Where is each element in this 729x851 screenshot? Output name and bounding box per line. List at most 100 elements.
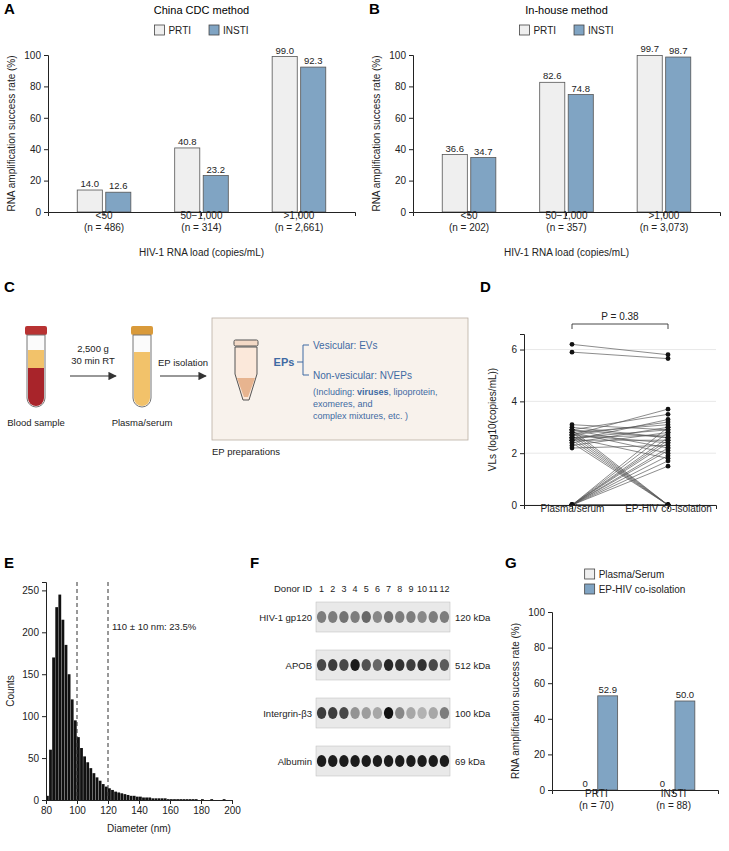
y-tick: 60 [30, 113, 48, 124]
y-axis-title: Counts [5, 675, 16, 707]
y-tick-mark [44, 149, 48, 150]
pair-line [572, 422, 668, 435]
tube-body [133, 335, 151, 407]
blot-band [362, 755, 371, 767]
legend-swatch [209, 25, 219, 35]
histogram-bar [86, 762, 89, 800]
point [666, 407, 671, 412]
y-tick-label: 100 [389, 50, 406, 61]
y-tick-label: 80 [534, 642, 546, 653]
histogram-bar [148, 797, 151, 800]
y-tick-mark [548, 719, 552, 720]
y-tick: 80 [30, 81, 48, 92]
blot-band [406, 755, 415, 767]
bar [540, 82, 565, 212]
pair-line [572, 456, 668, 505]
donor-id: 11 [429, 584, 438, 594]
annotation: P = 0.38 [601, 311, 639, 322]
figure: AChina CDC methodPRTIINSTI14.040.899.012… [0, 0, 729, 851]
y-tick-mark [548, 648, 552, 649]
y-tick-label: 250 [22, 585, 39, 596]
y-tick: 80 [534, 642, 552, 653]
y-axis-line [548, 613, 553, 791]
y-axis: 0246 [511, 335, 524, 511]
y-tick: 40 [534, 714, 552, 725]
legend-item: INSTI [574, 25, 614, 36]
histogram-bar [173, 799, 176, 800]
x-tick: 50−1,000(n = 357) [546, 210, 588, 233]
histogram-bar [139, 797, 142, 800]
data-label: 36.6 [446, 143, 465, 154]
blot-band [350, 659, 359, 671]
blot-band [362, 659, 371, 671]
donor-id: 4 [353, 584, 358, 594]
y-tick: 200 [22, 627, 46, 638]
y-tick-label: 40 [534, 714, 546, 725]
legend-item: EP-HIV co-isolation [585, 584, 686, 595]
y-axis-line [520, 335, 525, 506]
y-axis: 020406080100 [24, 50, 48, 218]
point [666, 435, 671, 440]
blot-band [429, 659, 438, 671]
x-tick: <50(n = 486) [84, 210, 124, 233]
x-tick: >1,000(n = 2,661) [275, 210, 324, 233]
y-tick-mark [520, 401, 524, 402]
category-detail-part: exomeres, and [313, 399, 373, 409]
histogram-bar [213, 800, 216, 801]
data-label: 50.0 [676, 689, 695, 700]
size-label: 512 kDa [455, 660, 491, 671]
blot-band [373, 611, 382, 623]
data-label: 12.6 [109, 180, 128, 191]
y-tick-label: 60 [30, 113, 42, 124]
x-tick: 120 [100, 800, 117, 816]
y-tick-mark [42, 758, 46, 759]
blot-band [328, 755, 337, 767]
category-detail-part: complex mixtures, etc. ) [313, 411, 408, 421]
y-tick-mark [42, 590, 46, 591]
blot-band [417, 755, 426, 767]
arrow [160, 375, 206, 376]
histogram-bar [201, 799, 204, 800]
histogram-bar [223, 799, 226, 800]
y-axis-title: RNA amplification success rate (%) [6, 55, 17, 211]
blot-band [384, 707, 393, 719]
category-item: Non-vesicular: NVEPs [313, 370, 412, 381]
y-tick: 50 [28, 753, 46, 764]
y-tick-label: 0 [511, 500, 517, 511]
y-tick-label: 0 [35, 207, 41, 218]
y-tick-mark [409, 118, 413, 119]
blot-band [417, 611, 426, 623]
y-tick: 100 [528, 607, 552, 618]
data-label: 14.0 [81, 178, 100, 189]
pair-line [572, 344, 668, 354]
x-tick-label-line: EP-HIV co-isolation [625, 503, 712, 514]
y-tick-label: 60 [395, 113, 407, 124]
blot-band [362, 707, 371, 719]
x-tick-label-line: Plasma/serum [541, 503, 605, 514]
blot-band [350, 755, 359, 767]
blot-band [384, 659, 393, 671]
y-tick-label: 0 [400, 207, 406, 218]
y-tick: 4 [511, 396, 524, 407]
x-tick-label-line: (n = 486) [84, 222, 124, 233]
y-tick: 0 [35, 207, 48, 218]
blot-band [328, 707, 337, 719]
x-tick-label-line: <50 [461, 210, 478, 221]
bars [442, 55, 691, 212]
bar [301, 67, 326, 212]
histogram-bar [226, 800, 229, 801]
histogram-bar [179, 799, 182, 800]
size-label: 69 kDa [455, 756, 486, 767]
blot-band [440, 611, 449, 623]
blot-band [406, 659, 415, 671]
histogram-bar [71, 699, 74, 800]
blot-band [317, 659, 326, 671]
pair-line [572, 432, 668, 505]
y-tick: 100 [389, 50, 413, 61]
size-label: 100 kDa [455, 708, 491, 719]
pair-line [572, 430, 668, 438]
y-tick-label: 20 [534, 749, 546, 760]
x-tick-label: 120 [100, 805, 117, 816]
x-tick-label-line: 50−1,000 [181, 210, 223, 221]
donor-id: 3 [341, 584, 346, 594]
